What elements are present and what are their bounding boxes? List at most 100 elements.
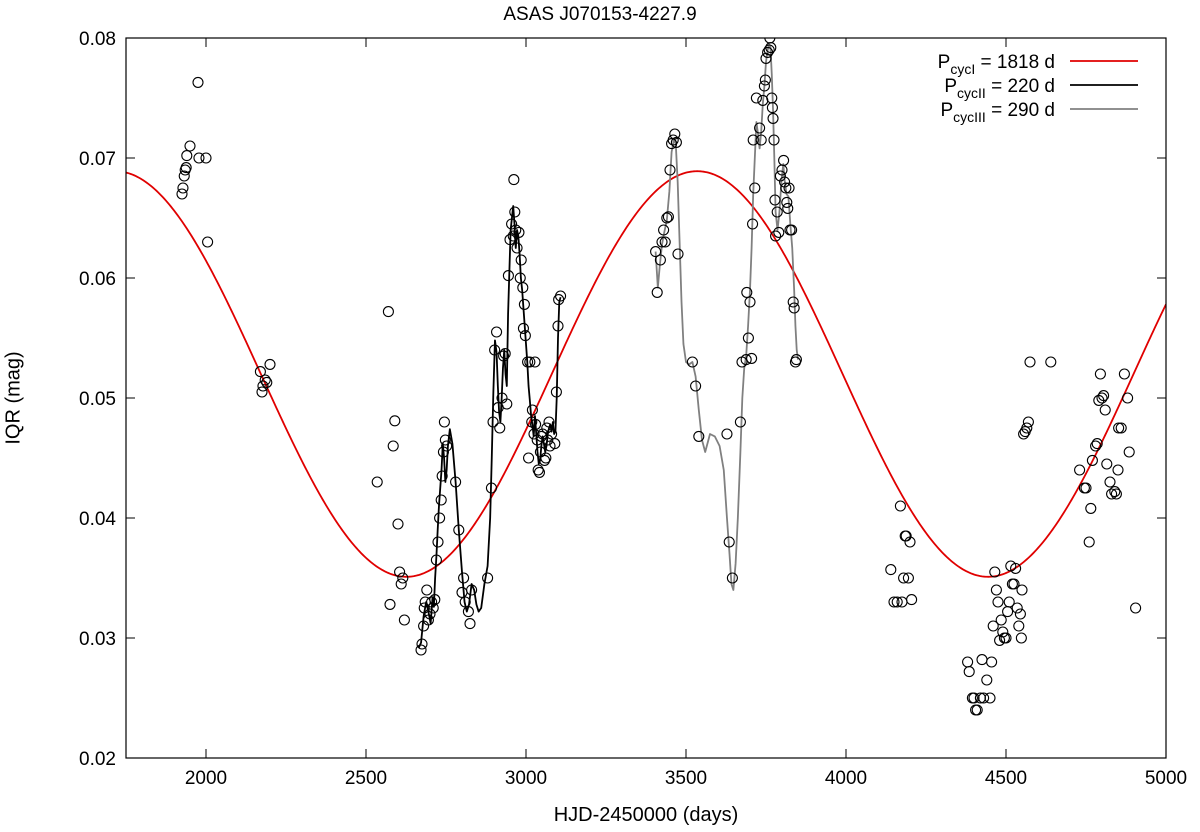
data-point bbox=[458, 572, 470, 584]
data-point bbox=[1013, 620, 1025, 632]
data-point bbox=[768, 134, 780, 146]
legend-label: PcycII = 220 d bbox=[944, 76, 1055, 101]
data-point bbox=[384, 598, 396, 610]
x-tick-label: 2500 bbox=[345, 768, 387, 789]
data-point bbox=[1110, 488, 1122, 500]
data-point bbox=[721, 428, 733, 440]
data-point bbox=[518, 298, 530, 310]
legend-label: PcycI = 1818 d bbox=[938, 52, 1055, 77]
data-point bbox=[962, 656, 974, 668]
data-point bbox=[898, 572, 910, 584]
data-point bbox=[464, 618, 476, 630]
data-point bbox=[906, 594, 918, 606]
data-point bbox=[885, 564, 897, 576]
data-point bbox=[981, 674, 993, 686]
data-point bbox=[533, 466, 545, 478]
data-point bbox=[382, 306, 394, 318]
data-point bbox=[1018, 428, 1030, 440]
data-point bbox=[1096, 392, 1108, 404]
data-point bbox=[654, 254, 666, 266]
data-point bbox=[664, 164, 676, 176]
data-point bbox=[1010, 562, 1022, 574]
data-point bbox=[397, 572, 409, 584]
data-point bbox=[992, 596, 1004, 608]
x-tick-label: 3500 bbox=[665, 768, 707, 789]
data-point bbox=[530, 418, 542, 430]
data-point bbox=[976, 654, 988, 666]
data-point bbox=[1086, 454, 1098, 466]
data-point bbox=[661, 212, 673, 224]
axis-ticks bbox=[126, 37, 1167, 759]
data-point bbox=[1074, 464, 1086, 476]
data-point bbox=[450, 476, 462, 488]
plot-frame bbox=[125, 37, 1167, 759]
data-point bbox=[759, 74, 771, 86]
data-point bbox=[1122, 392, 1134, 404]
y-tick-label: 0.03 bbox=[79, 629, 116, 650]
data-point bbox=[441, 440, 453, 452]
data-point bbox=[726, 572, 738, 584]
data-point bbox=[415, 644, 427, 656]
data-point bbox=[418, 602, 430, 614]
data-point bbox=[429, 594, 441, 606]
data-point bbox=[202, 236, 214, 248]
data-point bbox=[523, 452, 535, 464]
y-tick-label: 0.05 bbox=[79, 389, 116, 410]
data-point bbox=[539, 454, 551, 466]
data-point bbox=[1000, 632, 1012, 644]
data-point bbox=[438, 416, 450, 428]
data-point bbox=[1094, 368, 1106, 380]
data-point bbox=[436, 470, 448, 482]
data-point bbox=[501, 398, 513, 410]
data-point bbox=[432, 536, 444, 548]
data-point bbox=[1113, 422, 1125, 434]
data-point bbox=[744, 296, 756, 308]
data-point bbox=[1130, 602, 1142, 614]
data-point bbox=[259, 374, 271, 386]
chart-title: ASAS J070153-4227.9 bbox=[503, 4, 697, 25]
data-point bbox=[421, 584, 433, 596]
data-point bbox=[773, 226, 785, 238]
data-point bbox=[771, 206, 783, 218]
data-point bbox=[763, 44, 775, 56]
data-point bbox=[498, 350, 510, 362]
data-point bbox=[392, 518, 404, 530]
data-point bbox=[550, 386, 562, 398]
data-point bbox=[200, 152, 212, 164]
data-point bbox=[506, 218, 518, 230]
data-point bbox=[435, 494, 447, 506]
data-point bbox=[1002, 606, 1014, 618]
data-point bbox=[371, 476, 383, 488]
data-point bbox=[456, 586, 468, 598]
data-point bbox=[552, 320, 564, 332]
data-point bbox=[184, 140, 196, 152]
data-point bbox=[900, 530, 912, 542]
data-point bbox=[1106, 488, 1118, 500]
data-point bbox=[1045, 356, 1057, 368]
data-point bbox=[770, 230, 782, 242]
data-point bbox=[662, 211, 674, 223]
data-point bbox=[782, 202, 794, 214]
data-point bbox=[765, 42, 777, 54]
data-point bbox=[672, 248, 684, 260]
data-point bbox=[781, 196, 793, 208]
data-point bbox=[1015, 632, 1027, 644]
data-point bbox=[422, 614, 434, 626]
data-point bbox=[542, 434, 554, 446]
data-point bbox=[978, 692, 990, 704]
data-point bbox=[690, 380, 702, 392]
data-point bbox=[517, 282, 529, 294]
data-point bbox=[437, 446, 449, 458]
data-point bbox=[693, 430, 705, 442]
data-point bbox=[749, 182, 761, 194]
data-point bbox=[257, 380, 269, 392]
data-point bbox=[1098, 390, 1110, 402]
data-point bbox=[1091, 438, 1103, 450]
data-point bbox=[459, 596, 471, 608]
data-point bbox=[1104, 476, 1116, 488]
data-point bbox=[650, 246, 662, 258]
x-tick-label: 4000 bbox=[825, 768, 867, 789]
y-tick-label: 0.04 bbox=[79, 509, 116, 530]
